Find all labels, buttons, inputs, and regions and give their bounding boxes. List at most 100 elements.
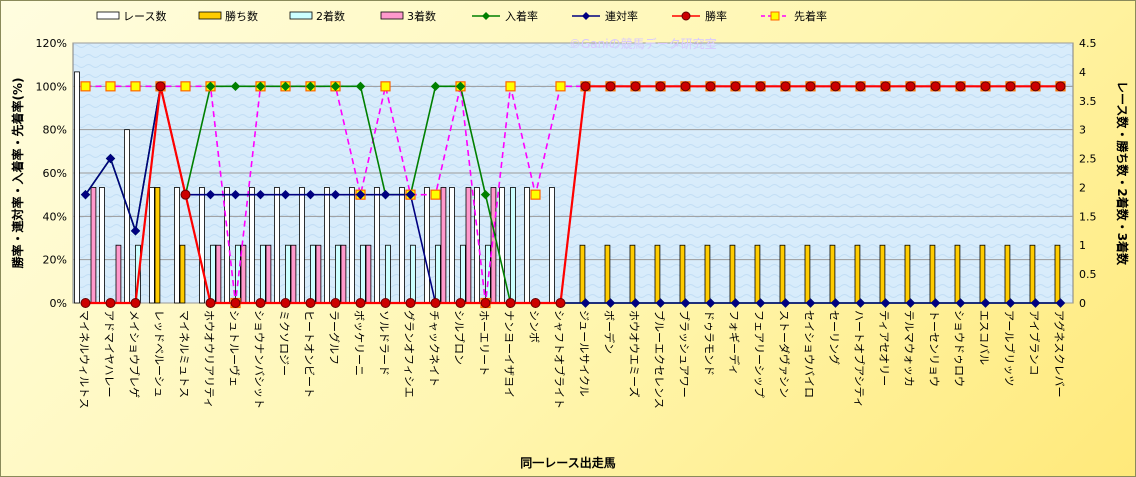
point xyxy=(405,298,416,308)
category-label: ソルドラード xyxy=(378,310,391,376)
bar xyxy=(274,187,280,304)
point xyxy=(1005,81,1016,92)
bar xyxy=(310,244,316,304)
point xyxy=(455,81,466,92)
bar xyxy=(729,244,736,304)
point xyxy=(405,189,416,200)
y-left-tick-label: 0% xyxy=(50,297,67,310)
legend-marker xyxy=(482,12,490,20)
legend-label: 連対率 xyxy=(605,9,638,23)
category-label: マイネルミュトス xyxy=(178,310,191,398)
point xyxy=(105,298,116,308)
point xyxy=(205,298,216,308)
point xyxy=(255,189,266,200)
category-label: レッドベルーシュ xyxy=(153,310,166,398)
x-axis-title: 同一レース出走馬 xyxy=(520,455,615,470)
bar xyxy=(124,129,130,304)
point xyxy=(930,81,941,92)
category-label: ハートオブアシティ xyxy=(853,310,867,408)
legend-label: 勝率 xyxy=(705,9,727,23)
point xyxy=(905,298,916,308)
bar xyxy=(524,187,530,304)
point xyxy=(705,298,716,308)
category-label: ホウオウエミーズ xyxy=(628,310,642,397)
y-right-tick-label: 3.5 xyxy=(1079,95,1097,108)
point xyxy=(130,298,141,308)
point xyxy=(180,189,191,200)
y-left-tick-label: 120% xyxy=(36,37,67,50)
point xyxy=(580,298,591,308)
point xyxy=(980,298,991,308)
bar xyxy=(285,244,291,304)
point xyxy=(80,81,91,92)
legend-swatch xyxy=(289,11,313,20)
legend-swatch xyxy=(198,11,222,20)
y-left-tick-label: 60% xyxy=(43,167,67,180)
bar xyxy=(115,244,122,304)
y-right-tick-label: 2 xyxy=(1079,181,1086,194)
point xyxy=(305,189,316,200)
point xyxy=(305,81,316,92)
bar xyxy=(149,187,155,304)
y-axis-right-title: レース数・勝ち数・2着数・3着数 xyxy=(1115,81,1130,266)
bar xyxy=(365,244,372,304)
bar xyxy=(1029,244,1036,304)
bar xyxy=(499,187,505,304)
legend-label: 先着率 xyxy=(794,9,827,23)
bar xyxy=(199,187,205,304)
category-label: マイネルウィルトス xyxy=(78,310,91,409)
point xyxy=(655,81,666,92)
point xyxy=(280,81,291,92)
category-label: ラーグルフ xyxy=(328,310,342,365)
legend-label: 入着率 xyxy=(505,9,538,23)
category-label: セーリング xyxy=(828,310,842,365)
point xyxy=(305,298,316,308)
point xyxy=(1055,81,1066,92)
point xyxy=(880,298,891,308)
point xyxy=(755,81,766,92)
point xyxy=(530,298,541,308)
watermark: ©Ganiの競馬データ研究室 xyxy=(569,36,717,51)
point xyxy=(430,189,441,200)
bar xyxy=(335,244,341,304)
point xyxy=(280,189,291,200)
point xyxy=(555,81,566,92)
bar xyxy=(349,187,355,304)
legend-swatch xyxy=(380,11,404,20)
point xyxy=(355,81,366,92)
point xyxy=(480,298,491,308)
bar xyxy=(1004,244,1011,304)
series-line xyxy=(85,85,1061,305)
bar xyxy=(879,244,886,304)
point xyxy=(330,81,341,92)
legend-swatch xyxy=(96,11,120,20)
point xyxy=(205,189,216,200)
bar xyxy=(90,187,97,304)
point xyxy=(430,81,441,92)
category-label: ミクソロジー xyxy=(278,310,291,376)
category-label: トーセンリョウ xyxy=(928,310,941,387)
point xyxy=(630,298,641,308)
category-label: ホーエリート xyxy=(478,310,491,376)
bar xyxy=(324,187,330,304)
bar xyxy=(465,187,472,304)
category-label: ブラッシュアワー xyxy=(678,310,692,398)
category-label: アイブランコ xyxy=(1028,310,1042,375)
point xyxy=(855,298,866,308)
category-label: ジュールサイクル xyxy=(578,310,591,397)
legend-label: 勝ち数 xyxy=(225,9,258,23)
category-label: シンボ xyxy=(528,310,541,343)
point xyxy=(905,81,916,92)
bar xyxy=(854,244,861,304)
category-label: シルブロン xyxy=(453,310,467,365)
bar xyxy=(315,244,322,304)
category-label: ティアセオリー xyxy=(878,310,891,386)
bar xyxy=(440,187,447,304)
point xyxy=(705,81,716,92)
legend-label: 3着数 xyxy=(407,9,436,23)
legend-marker xyxy=(681,11,691,21)
point xyxy=(680,81,691,92)
point xyxy=(780,298,791,308)
